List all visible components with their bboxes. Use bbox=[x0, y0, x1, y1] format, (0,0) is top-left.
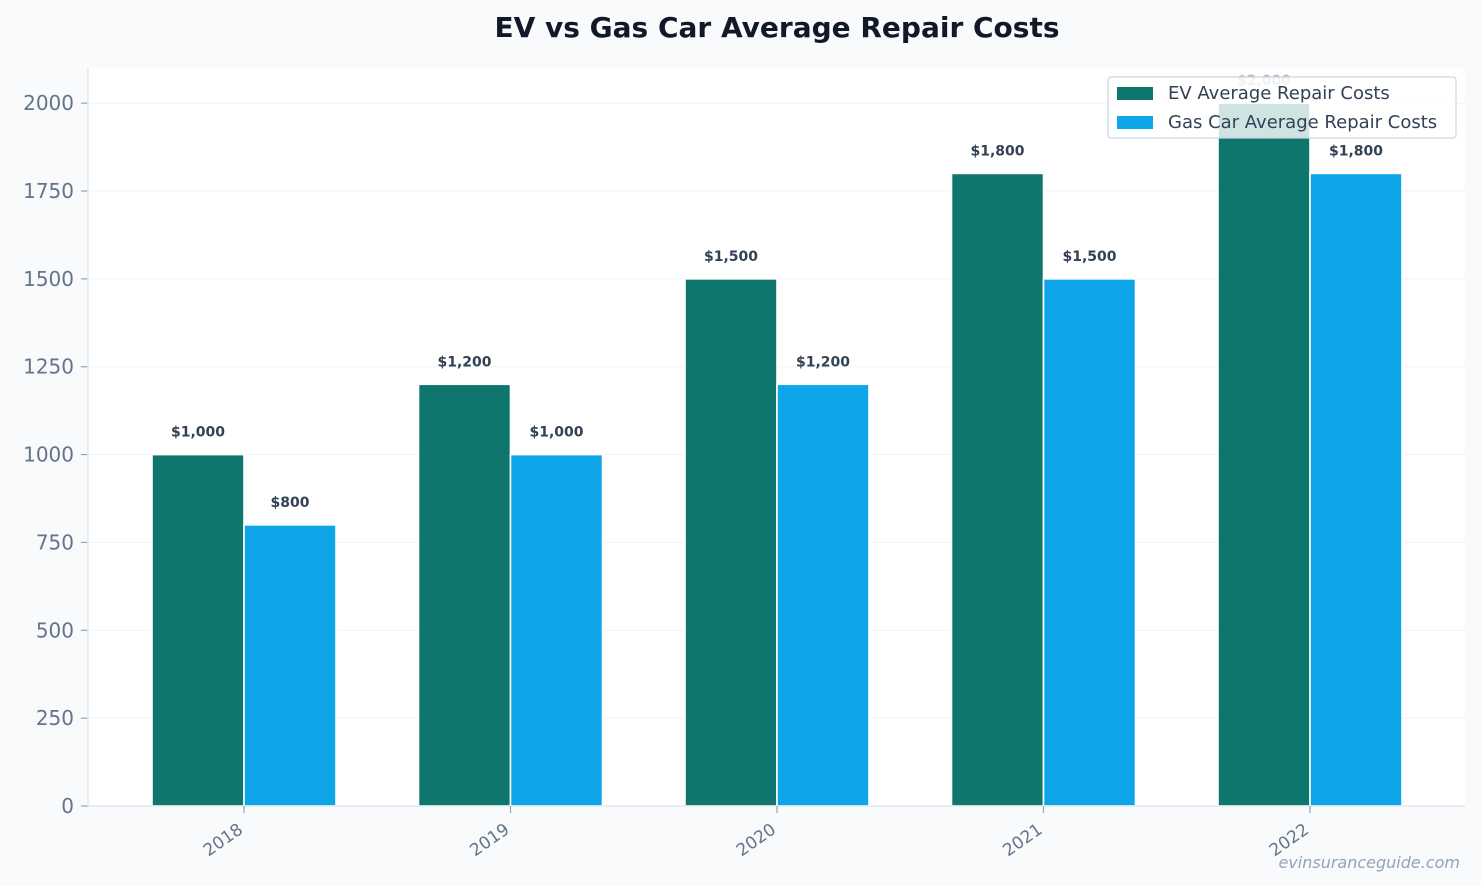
bar-value-label: $1,200 bbox=[796, 354, 850, 370]
legend: EV Average Repair Costs Gas Car Average R… bbox=[1107, 76, 1457, 139]
bar-gas-2019 bbox=[509, 453, 604, 807]
bar-gas-2021 bbox=[1042, 278, 1137, 807]
bar-ev-2021 bbox=[950, 172, 1045, 807]
y-tick-label: 0 bbox=[61, 794, 74, 818]
x-tick-label: 2019 bbox=[466, 820, 513, 861]
bars bbox=[151, 102, 1403, 807]
x-tick-label: 2018 bbox=[200, 820, 247, 861]
bar-ev-2018 bbox=[151, 453, 245, 807]
bar-value-label: $1,500 bbox=[1062, 249, 1116, 265]
x-tick-label: 2020 bbox=[733, 820, 780, 861]
legend-box bbox=[1107, 76, 1457, 139]
watermark-text: evinsuranceguide.com bbox=[1278, 853, 1460, 872]
bar-gas-2018 bbox=[243, 524, 337, 807]
bar-value-label: $800 bbox=[271, 495, 310, 511]
y-tick-label: 1500 bbox=[23, 267, 74, 291]
y-tick-label: 1000 bbox=[23, 443, 74, 467]
bar-gas-2022 bbox=[1309, 172, 1403, 807]
y-tick-label: 2000 bbox=[23, 91, 74, 115]
chart-title: EV vs Gas Car Average Repair Costs bbox=[494, 11, 1059, 44]
legend-label: Gas Car Average Repair Costs bbox=[1168, 112, 1437, 133]
bar-gas-2020 bbox=[776, 383, 870, 807]
bar-value-label: $1,800 bbox=[1329, 143, 1383, 159]
y-tick-label: 1250 bbox=[23, 355, 74, 379]
bar-value-label: $1,200 bbox=[437, 354, 491, 370]
bar-ev-2022 bbox=[1217, 102, 1311, 807]
y-tick-label: 250 bbox=[36, 706, 74, 730]
x-tick-label: 2021 bbox=[999, 820, 1046, 861]
legend-swatch bbox=[1117, 87, 1153, 100]
bar-value-label: $1,500 bbox=[704, 249, 758, 265]
bar-value-label: $1,000 bbox=[529, 425, 583, 441]
bar-ev-2019 bbox=[417, 383, 512, 807]
legend-label: EV Average Repair Costs bbox=[1168, 83, 1390, 104]
legend-swatch bbox=[1117, 116, 1153, 129]
y-tick-label: 1750 bbox=[23, 179, 74, 203]
y-tick-label: 500 bbox=[36, 618, 74, 642]
y-tick-label: 750 bbox=[36, 530, 74, 554]
bar-ev-2020 bbox=[684, 278, 778, 807]
bar-value-label: $1,800 bbox=[970, 143, 1024, 159]
bar-value-label: $1,000 bbox=[171, 425, 225, 441]
